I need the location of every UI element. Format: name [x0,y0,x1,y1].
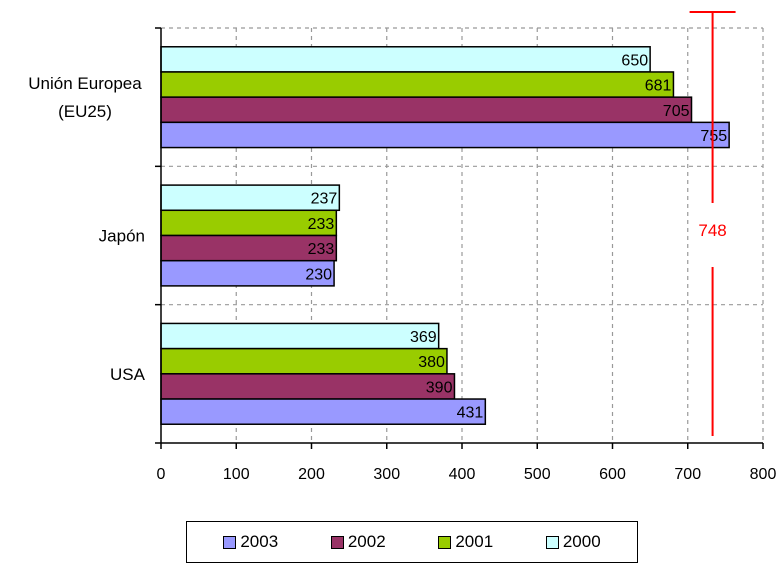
legend: 2003 2002 2001 2000 [186,521,638,563]
legend-swatch-2000 [545,535,559,549]
category-label-jap-n: Japón [99,227,145,246]
x-tick-label-100: 100 [223,466,250,483]
legend-swatch-2002 [330,535,344,549]
bar-value-label: 230 [305,266,332,283]
category-label-line: USA [110,365,146,384]
bar-value-label: 233 [308,216,335,233]
bar-uni-n-europea-2003 [160,121,730,149]
x-tick-label-500: 500 [524,466,551,483]
bar-value-label: 650 [621,52,648,69]
bar-value-label: 755 [700,128,727,145]
bar-value-label: 681 [645,78,672,95]
bar-value-label: 705 [663,103,690,120]
bar-value-label: 390 [426,379,453,396]
bar-value-label: 369 [410,329,437,346]
bar-value-label: 380 [418,354,445,371]
legend-label-2002: 2002 [347,532,386,551]
bar-uni-n-europea-2000 [160,46,651,73]
annotation: 748 [689,11,736,436]
bar-usa-2002 [160,373,456,400]
bar-usa-2003 [160,398,487,425]
legend-label-2003: 2003 [240,532,279,551]
bar-usa-2001 [160,347,448,375]
x-tick-label-400: 400 [449,466,476,483]
category-label-line: Japón [99,227,145,246]
x-tick-label-0: 0 [157,466,166,483]
bar-value-label: 431 [457,405,484,422]
category-label-uni-n-europea: Unión Europea (EU25) [28,74,142,121]
axes: Unión Europea (EU25) Japón USA 0 100 200 300 400… [28,27,777,483]
legend-label-2000: 2000 [562,532,601,551]
x-tick-label-200: 200 [298,466,325,483]
annotation-label: 748 [698,221,726,240]
legend-swatch-2001 [438,535,452,549]
bar-value-label: 233 [308,241,335,258]
x-tick-label-300: 300 [373,466,400,483]
category-label-line: (EU25) [58,102,112,121]
bar-jap-n-2002 [160,234,338,262]
legend-swatch-2003 [223,535,237,549]
bar-jap-n-2003 [160,259,335,287]
legend-item-2000: 2000 [545,532,601,552]
category-label-line: Unión Europea [28,74,142,93]
bar-usa-2000 [160,322,440,350]
legend-label-2001: 2001 [455,532,494,551]
legend-item-2002: 2002 [330,532,386,552]
x-tick-label-700: 700 [674,466,701,483]
category-label-usa: USA [110,365,146,384]
bar-uni-n-europea-2002 [160,96,693,124]
bar-jap-n-2000 [160,184,341,212]
bar-uni-n-europea-2001 [160,71,675,98]
bar-value-label: 237 [311,191,338,208]
legend-item-2003: 2003 [223,532,278,552]
x-tick-label-600: 600 [599,466,626,483]
x-tick-label-800: 800 [750,466,777,483]
legend-item-2001: 2001 [438,532,493,552]
